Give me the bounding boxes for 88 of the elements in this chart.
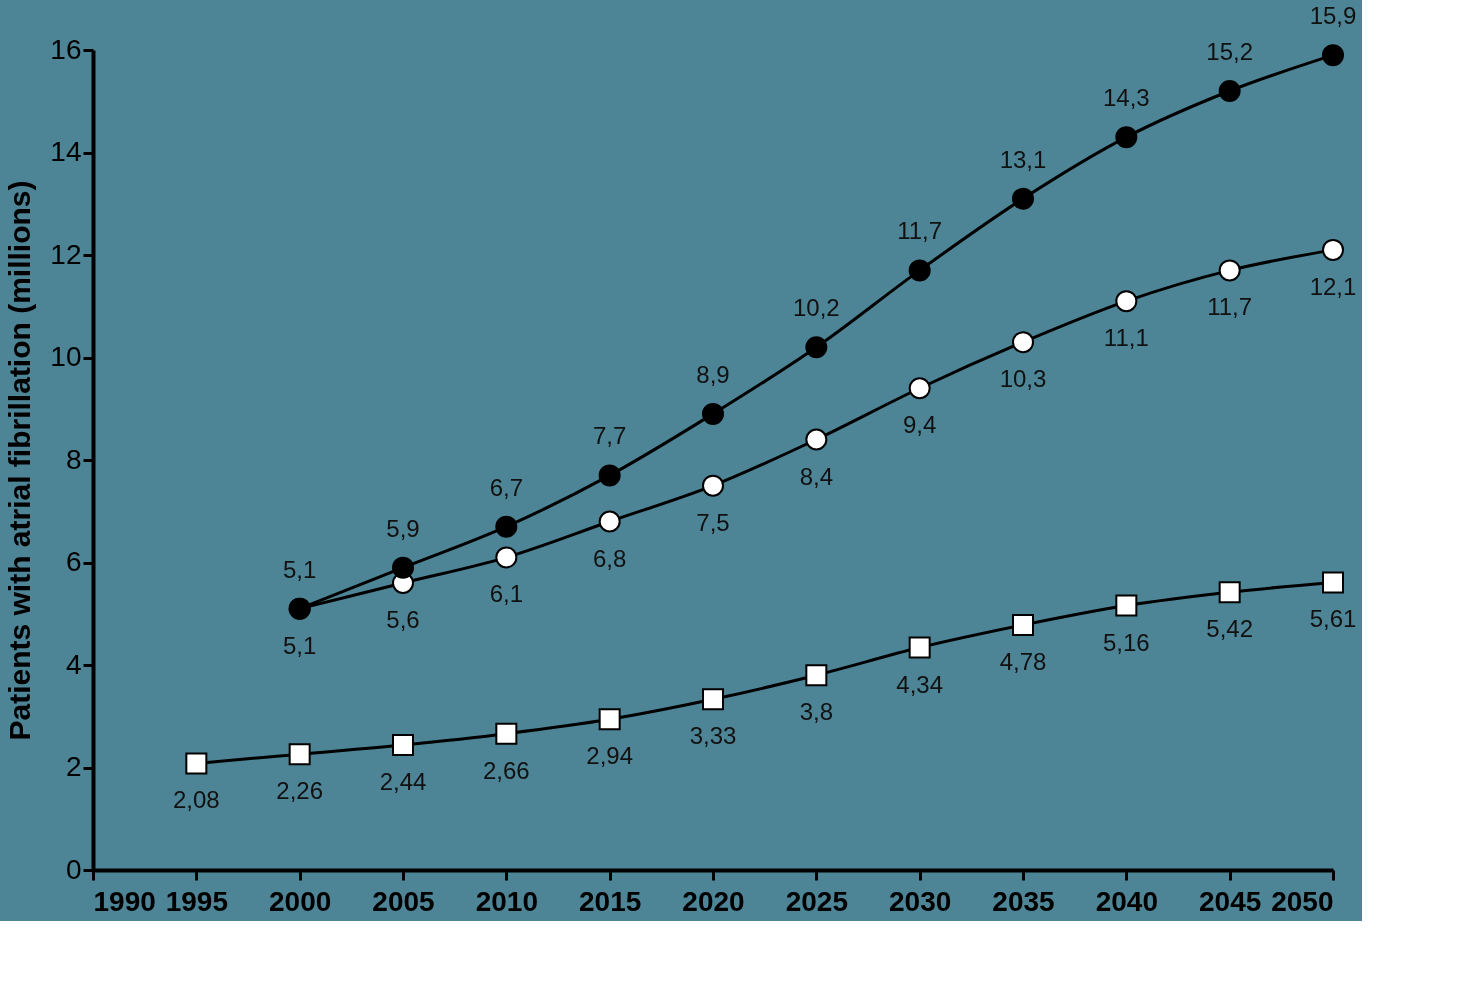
x-tick-label: 2025 — [785, 885, 848, 917]
y-tick-label: 0 — [65, 853, 82, 885]
y-tick-label: 6 — [65, 546, 82, 577]
point — [495, 515, 518, 538]
point — [805, 336, 828, 359]
x-tick-label: 2010 — [475, 885, 538, 917]
data-label: 2,66 — [482, 756, 530, 784]
y-tick-label: 4 — [65, 648, 82, 680]
point — [392, 556, 414, 579]
data-label: 15,2 — [1206, 38, 1254, 65]
data-label: 7,7 — [592, 422, 627, 450]
point — [185, 752, 208, 775]
data-label: 8,9 — [696, 360, 730, 388]
point — [805, 428, 828, 451]
x-tick-label: 2020 — [682, 885, 745, 917]
data-label: 13,1 — [999, 145, 1047, 173]
data-label: 2,44 — [379, 767, 427, 795]
point — [392, 733, 414, 756]
point — [1012, 331, 1034, 354]
point — [288, 743, 311, 766]
point — [598, 708, 621, 731]
x-tick-label: 2035 — [992, 885, 1055, 917]
x-tick-label: 2045 — [1199, 885, 1262, 917]
point — [598, 464, 621, 487]
y-tick-label: 2 — [65, 751, 82, 782]
point — [1218, 80, 1241, 102]
data-label: 11,1 — [1103, 324, 1149, 352]
data-label: 5,9 — [386, 514, 420, 542]
data-label: 10,3 — [999, 365, 1047, 393]
x-tick-label: 2000 — [269, 885, 332, 917]
data-label: 7,5 — [696, 508, 730, 536]
point — [1322, 571, 1344, 594]
data-label: 9,4 — [902, 411, 937, 439]
point — [702, 402, 724, 425]
y-axis-title: Patients with atrial fibrillation (millions) — [3, 180, 37, 741]
data-label: 5,16 — [1102, 628, 1150, 656]
x-tick-label: 2005 — [372, 885, 435, 917]
point — [1012, 187, 1034, 210]
data-label: 6,7 — [489, 473, 524, 501]
x-tick-label: 2040 — [1095, 885, 1158, 917]
y-tick-label: 12 — [50, 238, 82, 270]
point — [1218, 259, 1241, 282]
data-label: 2,08 — [172, 786, 220, 814]
x-tick-label: 1990 — [93, 885, 156, 917]
data-label: 8,4 — [799, 462, 834, 490]
x-tick-label: 2015 — [579, 885, 642, 917]
point — [908, 377, 931, 400]
point — [1322, 238, 1344, 261]
data-label: 3,8 — [799, 698, 834, 726]
data-label: 5,1 — [282, 631, 317, 659]
point — [1322, 44, 1344, 67]
data-label: 11,7 — [1207, 293, 1253, 321]
data-label: 4,34 — [896, 670, 944, 698]
data-label: 6,8 — [592, 544, 627, 572]
y-tick-label: 16 — [50, 33, 82, 65]
point — [908, 259, 931, 282]
y-tick-label: 10 — [50, 341, 82, 372]
data-label: 5,61 — [1309, 605, 1357, 633]
point — [1012, 614, 1034, 637]
point — [1115, 290, 1138, 313]
x-tick-label: 2050 — [1271, 885, 1334, 917]
point — [805, 664, 828, 687]
x-tick-label: 2030 — [889, 885, 952, 917]
data-label: 5,1 — [282, 555, 317, 583]
x-tick-label: 1995 — [165, 885, 228, 917]
data-label: 5,6 — [386, 606, 420, 633]
point — [1115, 594, 1138, 617]
data-label: 6,1 — [489, 580, 524, 608]
point — [495, 546, 518, 569]
data-label: 15,9 — [1309, 2, 1357, 30]
data-label: 3,33 — [689, 722, 737, 750]
point — [702, 474, 724, 497]
data-label: 11,7 — [897, 217, 943, 245]
point — [1115, 126, 1138, 149]
y-tick-label: 8 — [65, 443, 82, 475]
data-label: 10,2 — [792, 294, 840, 322]
data-label: 2,94 — [586, 742, 634, 770]
point — [495, 722, 518, 745]
data-label: 4,78 — [999, 648, 1047, 676]
data-label: 14,3 — [1102, 84, 1150, 112]
data-label: 5,42 — [1206, 615, 1254, 643]
point — [598, 510, 621, 533]
data-label: 12,1 — [1309, 272, 1357, 300]
y-tick-label: 14 — [50, 136, 82, 167]
point — [702, 688, 724, 711]
data-label: 2,26 — [276, 777, 324, 805]
point — [908, 636, 931, 659]
point — [1218, 581, 1241, 604]
